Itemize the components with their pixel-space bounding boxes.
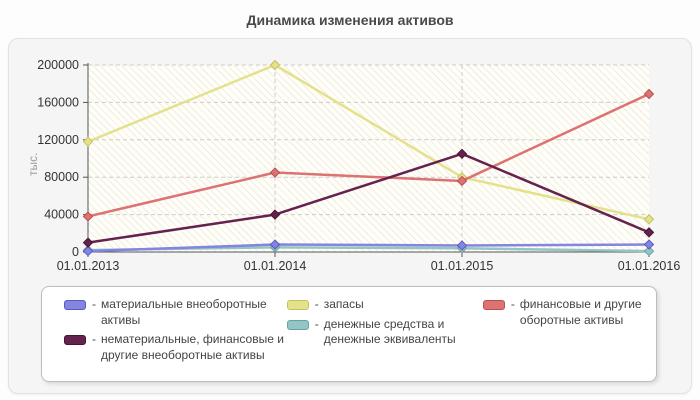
- data-point-marker-0: [82, 245, 94, 257]
- data-point-marker-1: [456, 148, 468, 160]
- legend-item-material-noncurrent-assets: - материальные внеоборотные активы: [64, 297, 287, 328]
- legend-label-financial-other-current-assets: финансовые и другие оборотные активы: [519, 297, 642, 327]
- x-tick-label: 01.01.2015: [431, 259, 494, 273]
- plot-area-background: [88, 65, 649, 252]
- x-tick-label: 01.01.2013: [57, 259, 120, 273]
- legend-dash: -: [314, 297, 319, 311]
- legend-dash: -: [92, 332, 96, 347]
- legend-dash: -: [92, 297, 96, 311]
- data-point-marker-1: [82, 237, 94, 248]
- chart-title: Динамика изменения активов: [246, 12, 454, 28]
- data-point-marker-0: [269, 239, 281, 250]
- legend-label-intangible-financial-noncurrent-assets: нематериальные, финансовые и другие внео…: [101, 332, 284, 362]
- asset-dynamics-chart: 0 40000 80000 120000 160000 200000 01.01.2013 0…: [37, 58, 681, 273]
- y-tick-label: 120000: [37, 133, 79, 147]
- legend-item-cash-equivalents: - денежные средства и денежные эквивален…: [286, 316, 483, 348]
- x-tick-label: 01.01.2016: [618, 259, 681, 273]
- y-tick-label: 80000: [44, 170, 79, 184]
- data-point-marker-4: [456, 175, 468, 187]
- data-point-marker-4: [269, 167, 281, 178]
- legend-item-financial-other-current-assets: - финансовые и другие оборотные активы: [482, 297, 642, 328]
- legend-column-1: - материальные внеоборотные активы - нем…: [64, 297, 287, 373]
- series-line-4: [87, 92, 650, 218]
- chart-legend: - материальные внеоборотные активы - нем…: [41, 286, 657, 382]
- legend-dash: -: [510, 297, 515, 311]
- y-tick-label: 0: [72, 245, 79, 259]
- data-point-marker-0: [456, 240, 468, 251]
- data-point-marker-3: [643, 245, 655, 257]
- data-point-marker-4: [643, 88, 655, 100]
- legend-dash: -: [314, 316, 319, 331]
- y-tick-label: 160000: [37, 95, 79, 109]
- chart-card: 0 40000 80000 120000 160000 200000 01.01.2013 0…: [8, 38, 692, 394]
- x-tick-label: 01.01.2014: [244, 259, 307, 273]
- series-line-1: [87, 152, 650, 244]
- legend-item-inventories: - запасы: [286, 297, 483, 313]
- legend-item-intangible-financial-noncurrent-assets: - нематериальные, финансовые и другие вн…: [64, 332, 287, 363]
- legend-label-cash-equivalents: денежные средства и денежные эквиваленты: [323, 316, 456, 347]
- legend-column-2: - запасы - денежные средства и денежные …: [286, 297, 483, 373]
- data-point-marker-1: [643, 227, 655, 238]
- legend-swatch-financial-other-current-assets: [482, 300, 505, 310]
- data-point-marker-2: [82, 136, 94, 147]
- data-point-marker-2: [269, 59, 281, 71]
- legend-swatch-inventories: [286, 300, 309, 310]
- legend-swatch-material-noncurrent-assets: [64, 300, 86, 310]
- legend-label-inventories: запасы: [323, 297, 364, 311]
- legend-label-material-noncurrent-assets: материальные внеоборотные активы: [101, 297, 267, 327]
- legend-swatch-cash-equivalents: [286, 319, 309, 330]
- series-line-2: [87, 63, 650, 221]
- data-point-marker-1: [269, 209, 281, 220]
- y-tick-label: 200000: [37, 58, 79, 72]
- data-point-marker-0: [643, 239, 655, 250]
- y-tick-label: 40000: [44, 208, 79, 222]
- legend-swatch-intangible-financial-noncurrent-assets: [64, 335, 86, 346]
- legend-column-3: - финансовые и другие оборотные активы: [482, 297, 642, 373]
- series-line-0: [87, 243, 650, 253]
- data-point-marker-2: [643, 214, 655, 225]
- y-axis-title: тыс.: [26, 152, 40, 176]
- data-point-marker-4: [82, 211, 94, 222]
